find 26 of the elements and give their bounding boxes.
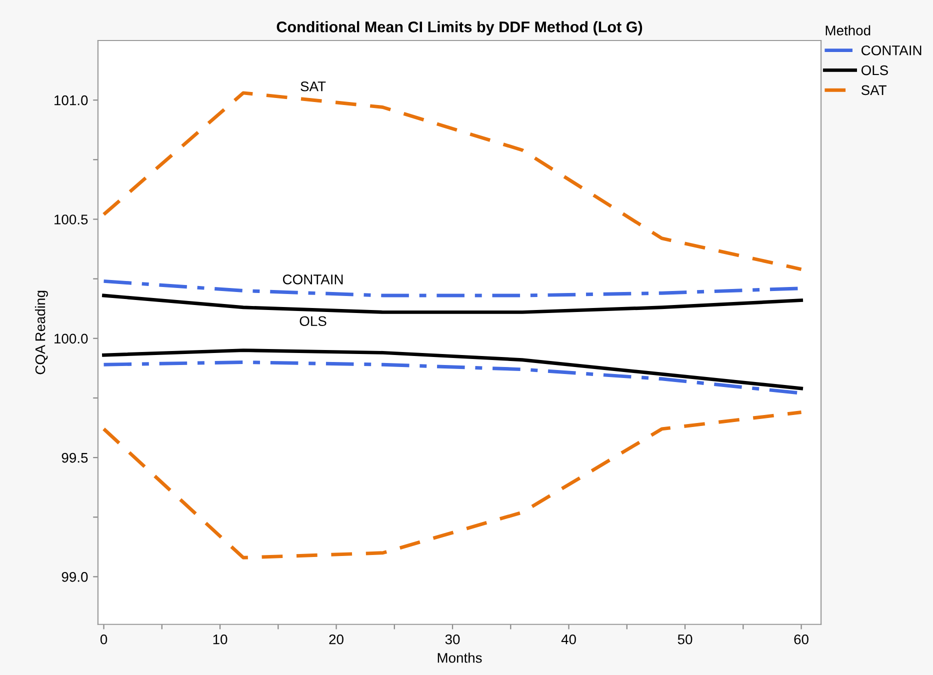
y-tick-label: 99.0 <box>62 572 88 582</box>
x-tick-label: 30 <box>445 634 460 644</box>
y-tick-label: 100.0 <box>54 334 88 344</box>
x-tick-label: 20 <box>329 634 344 644</box>
x-tick-label: 10 <box>213 634 228 644</box>
x-axis-title: Months <box>438 652 482 663</box>
text: SAT <box>300 81 326 92</box>
legend-title: Method <box>826 25 870 36</box>
legend-label: SAT <box>861 85 886 96</box>
y-tick-label: 99.5 <box>62 452 88 463</box>
line-series <box>102 91 804 272</box>
y-axis-title: CQA Reading <box>34 290 48 374</box>
x-tick-label: 0 <box>100 634 108 644</box>
chart-title: Conditional Mean CI Limits by DDF Method (Lot G) <box>276 21 642 36</box>
line-series <box>102 294 804 314</box>
y-tick-label: 100.5 <box>54 214 88 224</box>
text: CONTAIN <box>282 274 343 284</box>
legend-label: OLS <box>861 65 888 76</box>
x-tick-label: 40 <box>561 634 576 644</box>
line-series <box>102 348 804 390</box>
legend-label: CONTAIN <box>862 45 922 56</box>
y-tick-label: 101.0 <box>54 95 88 106</box>
text: OLS <box>300 316 326 326</box>
x-tick-label: 60 <box>794 634 808 644</box>
x-tick-label: 50 <box>678 634 692 644</box>
line-series <box>102 410 804 560</box>
